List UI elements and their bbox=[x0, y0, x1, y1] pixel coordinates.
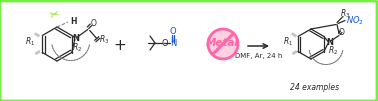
Text: +: + bbox=[114, 38, 126, 54]
Text: N: N bbox=[327, 38, 333, 47]
Circle shape bbox=[208, 29, 238, 59]
Text: DMF, Ar, 24 h: DMF, Ar, 24 h bbox=[235, 53, 282, 59]
Text: O: O bbox=[162, 38, 168, 47]
Text: O: O bbox=[91, 19, 97, 28]
Text: $R_3$: $R_3$ bbox=[340, 7, 350, 20]
Text: $R_3$: $R_3$ bbox=[99, 33, 109, 46]
Text: O: O bbox=[170, 27, 176, 36]
Text: ||: || bbox=[291, 31, 297, 37]
Text: ||: || bbox=[291, 49, 297, 55]
Text: $R_1$: $R_1$ bbox=[283, 36, 293, 48]
Text: N: N bbox=[72, 34, 79, 43]
Text: H: H bbox=[70, 17, 76, 26]
Text: $R_1$: $R_1$ bbox=[25, 36, 35, 48]
Text: ||: || bbox=[34, 31, 40, 37]
Text: N: N bbox=[170, 38, 176, 47]
Text: $R_2$: $R_2$ bbox=[71, 41, 82, 54]
Text: ||: || bbox=[34, 49, 40, 55]
Text: Metal: Metal bbox=[206, 38, 239, 48]
Text: 24 examples: 24 examples bbox=[290, 83, 339, 92]
Text: O: O bbox=[339, 28, 345, 37]
Text: $R_2$: $R_2$ bbox=[328, 44, 338, 57]
Text: ✂: ✂ bbox=[49, 9, 61, 21]
Text: $NO_2$: $NO_2$ bbox=[346, 14, 364, 27]
